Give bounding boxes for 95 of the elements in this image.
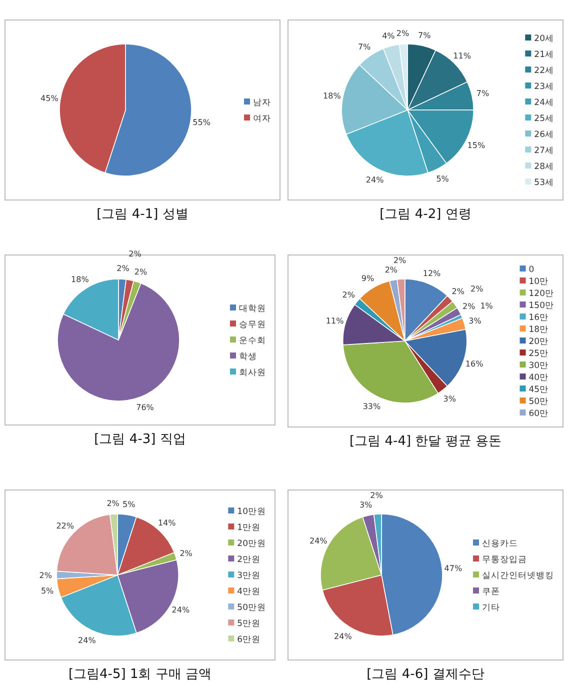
legend-label: 신용카드 — [482, 539, 518, 549]
legend-label: 60만 — [528, 409, 549, 419]
data-label: 2% — [396, 29, 410, 38]
legend-label: 20만 — [528, 337, 549, 347]
data-label: 11% — [326, 316, 344, 326]
legend-label: 운수회 — [239, 336, 266, 346]
data-label: 24% — [366, 176, 384, 185]
legend-label: 회사원 — [239, 368, 266, 378]
data-label: 2% — [134, 268, 148, 277]
data-label: 7% — [418, 30, 432, 40]
legend-label: 0 — [528, 265, 534, 275]
data-label: 45% — [40, 94, 59, 103]
data-label: 2% — [470, 284, 484, 294]
legend-label: 남자 — [253, 98, 271, 108]
legend-label: 22세 — [534, 66, 554, 76]
legend-label: 10만 — [528, 277, 549, 287]
data-label: 1% — [480, 302, 494, 311]
data-label: 33% — [362, 402, 382, 412]
data-label: 2% — [39, 571, 52, 580]
data-label: 24% — [334, 632, 352, 641]
legend-label: 40만 — [528, 373, 549, 383]
data-label: 24% — [310, 536, 328, 546]
text: [그림4-5] 1회 구매 금액 — [68, 667, 212, 682]
data-label: 2% — [462, 302, 476, 311]
legend-label: 무통장입금 — [482, 555, 527, 565]
legend-label: 쿠폰 — [482, 587, 500, 597]
data-label: 14% — [158, 518, 176, 528]
legend-label: 20만원 — [237, 539, 266, 549]
legend-label: 53세 — [534, 178, 554, 188]
text: [그림 4-1] 성별 — [96, 207, 188, 222]
text: [그림 4-3] 직업 — [94, 432, 186, 447]
data-label: 5% — [436, 174, 450, 184]
data-label: 2% — [393, 256, 407, 266]
data-label: 7% — [476, 89, 490, 98]
data-label: 12% — [422, 269, 442, 278]
data-label: 3% — [443, 394, 456, 404]
data-label: 11% — [453, 52, 472, 61]
data-label: 16% — [465, 360, 484, 369]
data-label: 18% — [323, 92, 342, 101]
legend-label: 45만 — [528, 385, 549, 395]
legend-label: 50만원 — [237, 603, 266, 613]
legend-label: 18만 — [528, 325, 549, 335]
legend-label: 실시간인터넷뱅킹 — [482, 571, 554, 581]
legend-label: 120만 — [528, 289, 554, 299]
data-label: 24% — [172, 606, 190, 615]
text: [그림 4-6] 결제수단 — [366, 667, 484, 682]
data-label: 2% — [342, 290, 356, 300]
legend-label: 대학원 — [239, 304, 266, 314]
data-label: 24% — [78, 636, 96, 646]
data-label: 2% — [128, 250, 142, 259]
legend-label: 기타 — [482, 603, 500, 613]
data-label: 7% — [358, 42, 372, 52]
data-label: 2% — [452, 287, 465, 296]
legend-label: 20세 — [534, 34, 554, 44]
legend-label: 24세 — [534, 98, 554, 108]
data-label: 2% — [106, 499, 120, 508]
legend-label: 16만 — [528, 313, 549, 323]
legend-label: 27세 — [534, 146, 554, 156]
data-label: 2% — [180, 548, 193, 558]
legend-label: 28세 — [534, 162, 554, 172]
data-label: 5% — [40, 586, 54, 596]
data-label: 47% — [444, 564, 462, 574]
legend-label: 3만원 — [237, 571, 261, 581]
legend-label: 25세 — [534, 114, 554, 124]
text: [그림 4-4] 한달 평균 용돈 — [350, 434, 502, 449]
legend-label: 여자 — [253, 114, 271, 124]
legend-label: 2만원 — [237, 555, 261, 565]
data-label: 2% — [116, 264, 130, 274]
data-label: 15% — [467, 140, 486, 150]
data-label: 2% — [384, 265, 398, 274]
data-label: 3% — [359, 500, 373, 510]
legend-label: 4만원 — [237, 587, 261, 597]
data-label: 18% — [71, 275, 90, 284]
legend-label: 10만원 — [237, 507, 266, 517]
legend-label: 승무원 — [239, 320, 266, 330]
text: [그림 4-2] 연령 — [380, 207, 472, 222]
data-label: 55% — [192, 118, 211, 128]
legend-label: 21세 — [534, 50, 554, 60]
data-label: 9% — [361, 274, 374, 284]
legend-label: 150만 — [528, 301, 554, 311]
legend-label: 30만 — [528, 361, 549, 371]
data-label: 5% — [122, 500, 136, 509]
legend-label: 1만원 — [237, 523, 261, 533]
data-label: 4% — [382, 31, 396, 40]
legend-label: 50만 — [528, 397, 549, 407]
legend-label: 25만 — [528, 349, 549, 359]
legend-label: 5만원 — [237, 619, 261, 629]
data-label: 3% — [468, 316, 482, 326]
data-label: 22% — [56, 522, 74, 531]
legend-label: 6만원 — [237, 635, 261, 645]
legend-label: 학생 — [239, 352, 257, 362]
legend-label: 23세 — [534, 82, 554, 92]
data-label: 2% — [370, 491, 384, 500]
legend-label: 26세 — [534, 130, 554, 140]
data-label: 76% — [136, 402, 154, 412]
